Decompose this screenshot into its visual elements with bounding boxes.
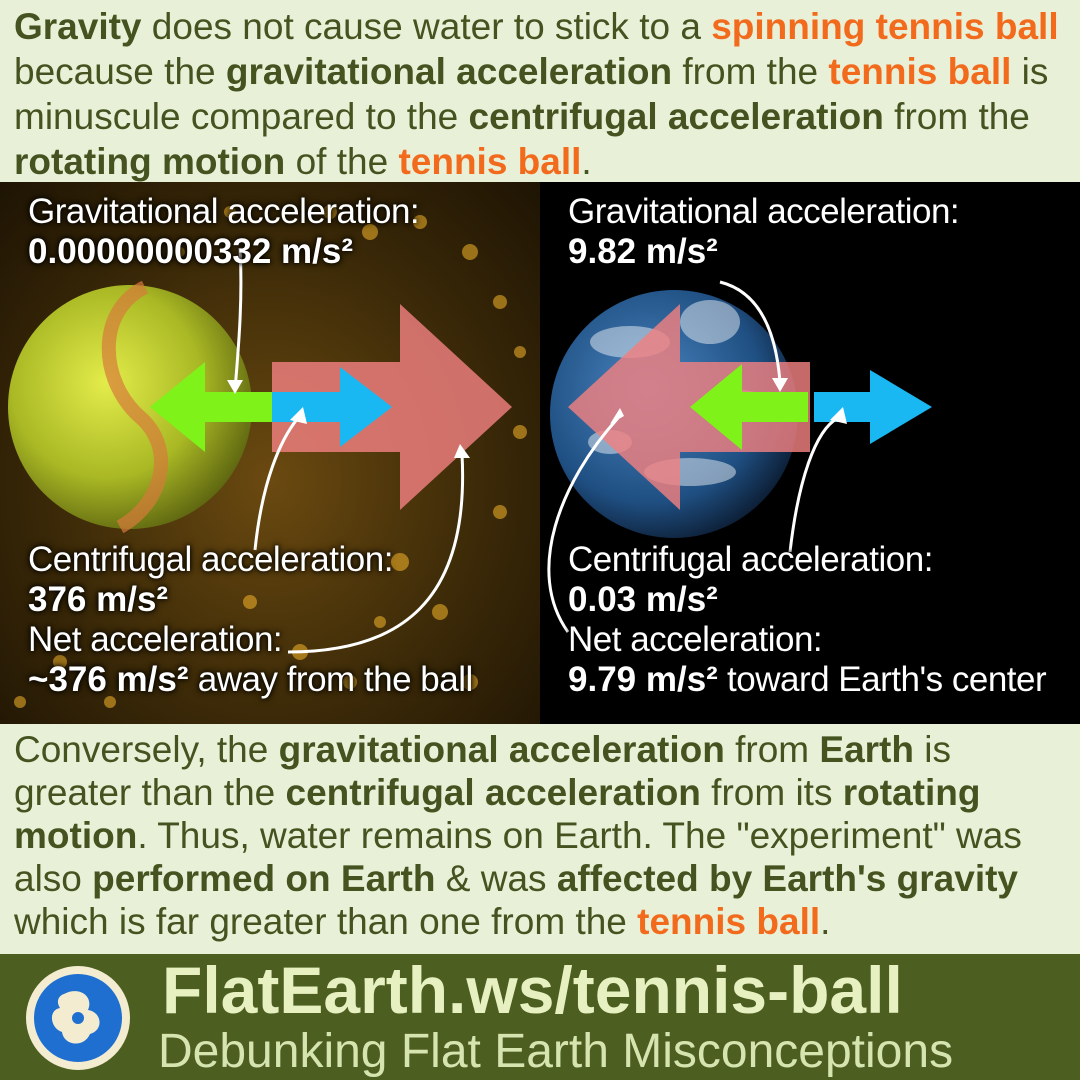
outro-segment: Earth: [819, 729, 914, 770]
intro-segment: does not cause water to stick to a: [141, 6, 712, 47]
gravity-arrow: [150, 362, 272, 452]
intro-paragraph: Gravity does not cause water to stick to…: [14, 4, 1074, 184]
intro-segment: is minuscule compared to the: [14, 51, 1049, 137]
intro-segment: because the: [14, 51, 226, 92]
outro-segment: tennis ball: [637, 901, 821, 942]
net-acceleration-arrow: [568, 304, 810, 510]
outro-segment: Conversely, the: [14, 729, 279, 770]
centrifugal-arrow: [814, 370, 932, 444]
intro-segment: centrifugal acceleration: [468, 96, 884, 137]
tennis-ball-illustration: [8, 205, 527, 708]
intro-segment: gravitational acceleration: [225, 51, 673, 92]
outro-segment: gravitational acceleration: [278, 729, 725, 770]
outro-segment: & was: [435, 858, 557, 899]
outro-segment: .: [820, 901, 831, 942]
earth-net-value: 9.79 m/s²: [568, 660, 718, 699]
tennis-gravitational-label: Gravitational acceleration:: [28, 192, 420, 231]
intro-segment: .: [581, 141, 592, 182]
outro-segment: . Thus, water remains on Earth. The "exp…: [14, 815, 1022, 899]
tennis-gravitational-value: 0.00000000332 m/s²: [28, 232, 353, 271]
tennis-net-value: ~376 m/s²: [28, 660, 189, 699]
water-droplets-icon: [14, 205, 527, 708]
footer-banner: FlatEarth.ws/tennis-ball Debunking Flat …: [0, 953, 1080, 1080]
footer-url[interactable]: FlatEarth.ws/tennis-ball: [162, 953, 903, 1027]
tennis-net-direction: away from the ball: [188, 660, 474, 699]
outro-segment: rotating motion: [14, 772, 981, 856]
outro-segment: from: [724, 729, 820, 770]
globe-logo-icon: [26, 966, 130, 1070]
outro-paragraph: Conversely, the gravitational accelerati…: [14, 728, 1074, 943]
earth-gravitational-label: Gravitational acceleration:: [568, 192, 960, 231]
intro-segment: from the: [672, 51, 829, 92]
intro-segment: of the: [285, 141, 399, 182]
earth-gravitational-value: 9.82 m/s²: [568, 232, 718, 271]
centrifugal-arrow: [272, 367, 392, 447]
outro-segment: affected by Earth's gravity: [556, 858, 1018, 899]
tennis-ball-panel: Gravitational acceleration: 0.0000000033…: [0, 182, 540, 724]
earth-net-label: Net acceleration:: [568, 620, 823, 659]
intro-segment: Gravity: [14, 6, 142, 47]
earth-net-direction: toward Earth's center: [717, 660, 1047, 699]
intro-segment: spinning tennis ball: [711, 6, 1059, 47]
earth-centrifugal-value: 0.03 m/s²: [568, 580, 718, 619]
tennis-centrifugal-label: Centrifugal acceleration:: [28, 540, 393, 579]
earth-centrifugal-label: Centrifugal acceleration:: [568, 540, 933, 579]
tennis-centrifugal-value: 376 m/s²: [28, 580, 169, 619]
outro-segment: centrifugal acceleration: [285, 772, 701, 813]
annotation-pointers: [547, 280, 839, 633]
outro-segment: is greater than the: [14, 729, 951, 813]
tennis-ball-seam-icon: [101, 280, 168, 534]
intro-segment: tennis ball: [398, 141, 582, 182]
outro-segment: which is far greater than one from the: [14, 901, 638, 942]
intro-segment: rotating motion: [14, 141, 286, 182]
earth-panel: Gravitational acceleration: 9.82 m/s² Ce…: [540, 182, 1080, 724]
gravity-arrow: [690, 364, 808, 450]
tennis-net-label: Net acceleration:: [28, 620, 283, 659]
annotation-pointers: [233, 247, 465, 654]
intro-segment: tennis ball: [828, 51, 1012, 92]
outro-segment: from its: [700, 772, 843, 813]
outro-segment: performed on Earth: [92, 858, 436, 899]
intro-segment: from the: [883, 96, 1030, 137]
earth-illustration: [547, 280, 932, 633]
footer-subtitle: Debunking Flat Earth Misconceptions: [158, 1025, 954, 1078]
